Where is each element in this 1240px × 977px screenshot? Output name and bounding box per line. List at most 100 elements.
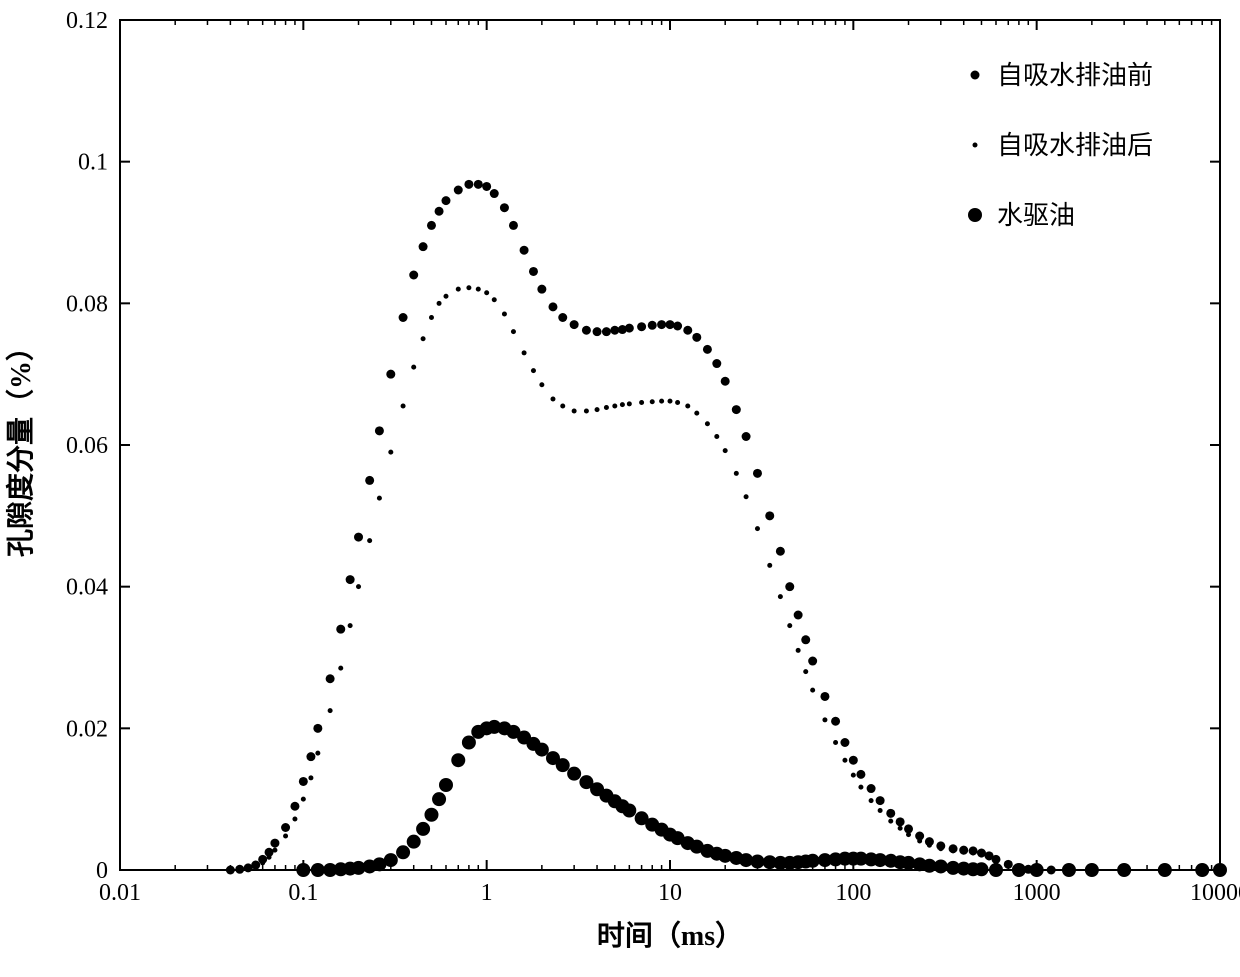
- data-point: [484, 290, 489, 295]
- data-point: [622, 804, 636, 818]
- data-point: [906, 832, 911, 837]
- data-point: [1030, 863, 1044, 877]
- data-point: [490, 189, 499, 198]
- data-point: [856, 770, 865, 779]
- data-point: [979, 853, 984, 858]
- data-point: [346, 575, 355, 584]
- data-point: [367, 538, 372, 543]
- data-point: [354, 533, 363, 542]
- data-point: [683, 326, 692, 335]
- data-point: [896, 817, 905, 826]
- x-tick-label: 1000: [1013, 880, 1061, 906]
- data-point: [917, 838, 922, 843]
- data-point: [228, 868, 233, 873]
- data-point: [399, 313, 408, 322]
- data-point: [808, 657, 817, 666]
- data-point: [454, 186, 463, 195]
- data-point: [650, 399, 655, 404]
- data-point: [595, 407, 600, 412]
- data-point: [657, 320, 666, 329]
- data-point: [971, 851, 976, 856]
- data-point: [842, 758, 847, 763]
- data-point: [476, 287, 481, 292]
- data-point: [714, 434, 719, 439]
- data-point: [482, 182, 491, 191]
- data-point: [537, 285, 546, 294]
- data-point: [639, 400, 644, 405]
- data-point: [299, 777, 308, 786]
- data-point: [441, 196, 450, 205]
- data-point: [474, 180, 483, 189]
- x-tick-label: 1: [481, 880, 493, 906]
- data-point: [283, 834, 288, 839]
- data-point: [396, 845, 410, 859]
- data-point: [492, 297, 497, 302]
- data-point: [270, 839, 279, 848]
- data-point: [593, 327, 602, 336]
- data-point: [796, 648, 801, 653]
- data-point: [336, 625, 345, 634]
- data-point: [951, 848, 956, 853]
- data-point: [292, 817, 297, 822]
- data-point: [602, 327, 611, 336]
- data-point: [531, 368, 536, 373]
- data-point: [272, 848, 277, 853]
- data-point: [556, 758, 570, 772]
- data-point: [296, 863, 310, 877]
- data-point: [927, 843, 932, 848]
- data-point: [558, 313, 567, 322]
- data-point: [675, 400, 680, 405]
- data-point: [666, 320, 675, 329]
- series-自吸水排油前: [226, 180, 1225, 875]
- data-point: [820, 692, 829, 701]
- data-point: [535, 743, 549, 757]
- data-point: [407, 835, 421, 849]
- data-point: [840, 738, 849, 747]
- series-group: [226, 180, 1227, 877]
- data-point: [500, 203, 509, 212]
- data-point: [1195, 863, 1209, 877]
- data-point: [424, 808, 438, 822]
- series-自吸水排油后: [228, 285, 1223, 872]
- data-point: [548, 302, 557, 311]
- data-point: [313, 724, 322, 733]
- data-point: [1158, 863, 1172, 877]
- y-tick-label: 0.04: [66, 575, 108, 601]
- data-point: [867, 784, 876, 793]
- data-point: [386, 370, 395, 379]
- data-point: [419, 242, 428, 251]
- data-point: [260, 860, 265, 865]
- data-point: [604, 405, 609, 410]
- data-point: [668, 399, 673, 404]
- data-point: [375, 426, 384, 435]
- data-point: [582, 326, 591, 335]
- legend-marker: [968, 208, 982, 222]
- data-point: [794, 611, 803, 620]
- data-point: [384, 853, 398, 867]
- data-point: [462, 736, 476, 750]
- data-point: [637, 322, 646, 331]
- data-point: [1213, 863, 1227, 877]
- data-point: [778, 594, 783, 599]
- data-point: [961, 850, 966, 855]
- data-point: [502, 311, 507, 316]
- legend-label: 自吸水排油前: [997, 61, 1153, 90]
- data-point: [348, 623, 353, 628]
- data-point: [989, 863, 1003, 877]
- data-point: [567, 767, 581, 781]
- data-point: [787, 623, 792, 628]
- data-point: [849, 756, 858, 765]
- y-tick-label: 0.02: [66, 716, 108, 742]
- data-point: [673, 322, 682, 331]
- data-point: [338, 666, 343, 671]
- data-point: [1085, 863, 1099, 877]
- data-point: [237, 868, 242, 873]
- data-point: [520, 246, 529, 255]
- x-tick-label: 0.1: [288, 880, 318, 906]
- data-point: [886, 809, 895, 818]
- data-point: [723, 448, 728, 453]
- data-point: [1117, 863, 1131, 877]
- data-point: [267, 855, 272, 860]
- data-point: [306, 752, 315, 761]
- data-point: [858, 785, 863, 790]
